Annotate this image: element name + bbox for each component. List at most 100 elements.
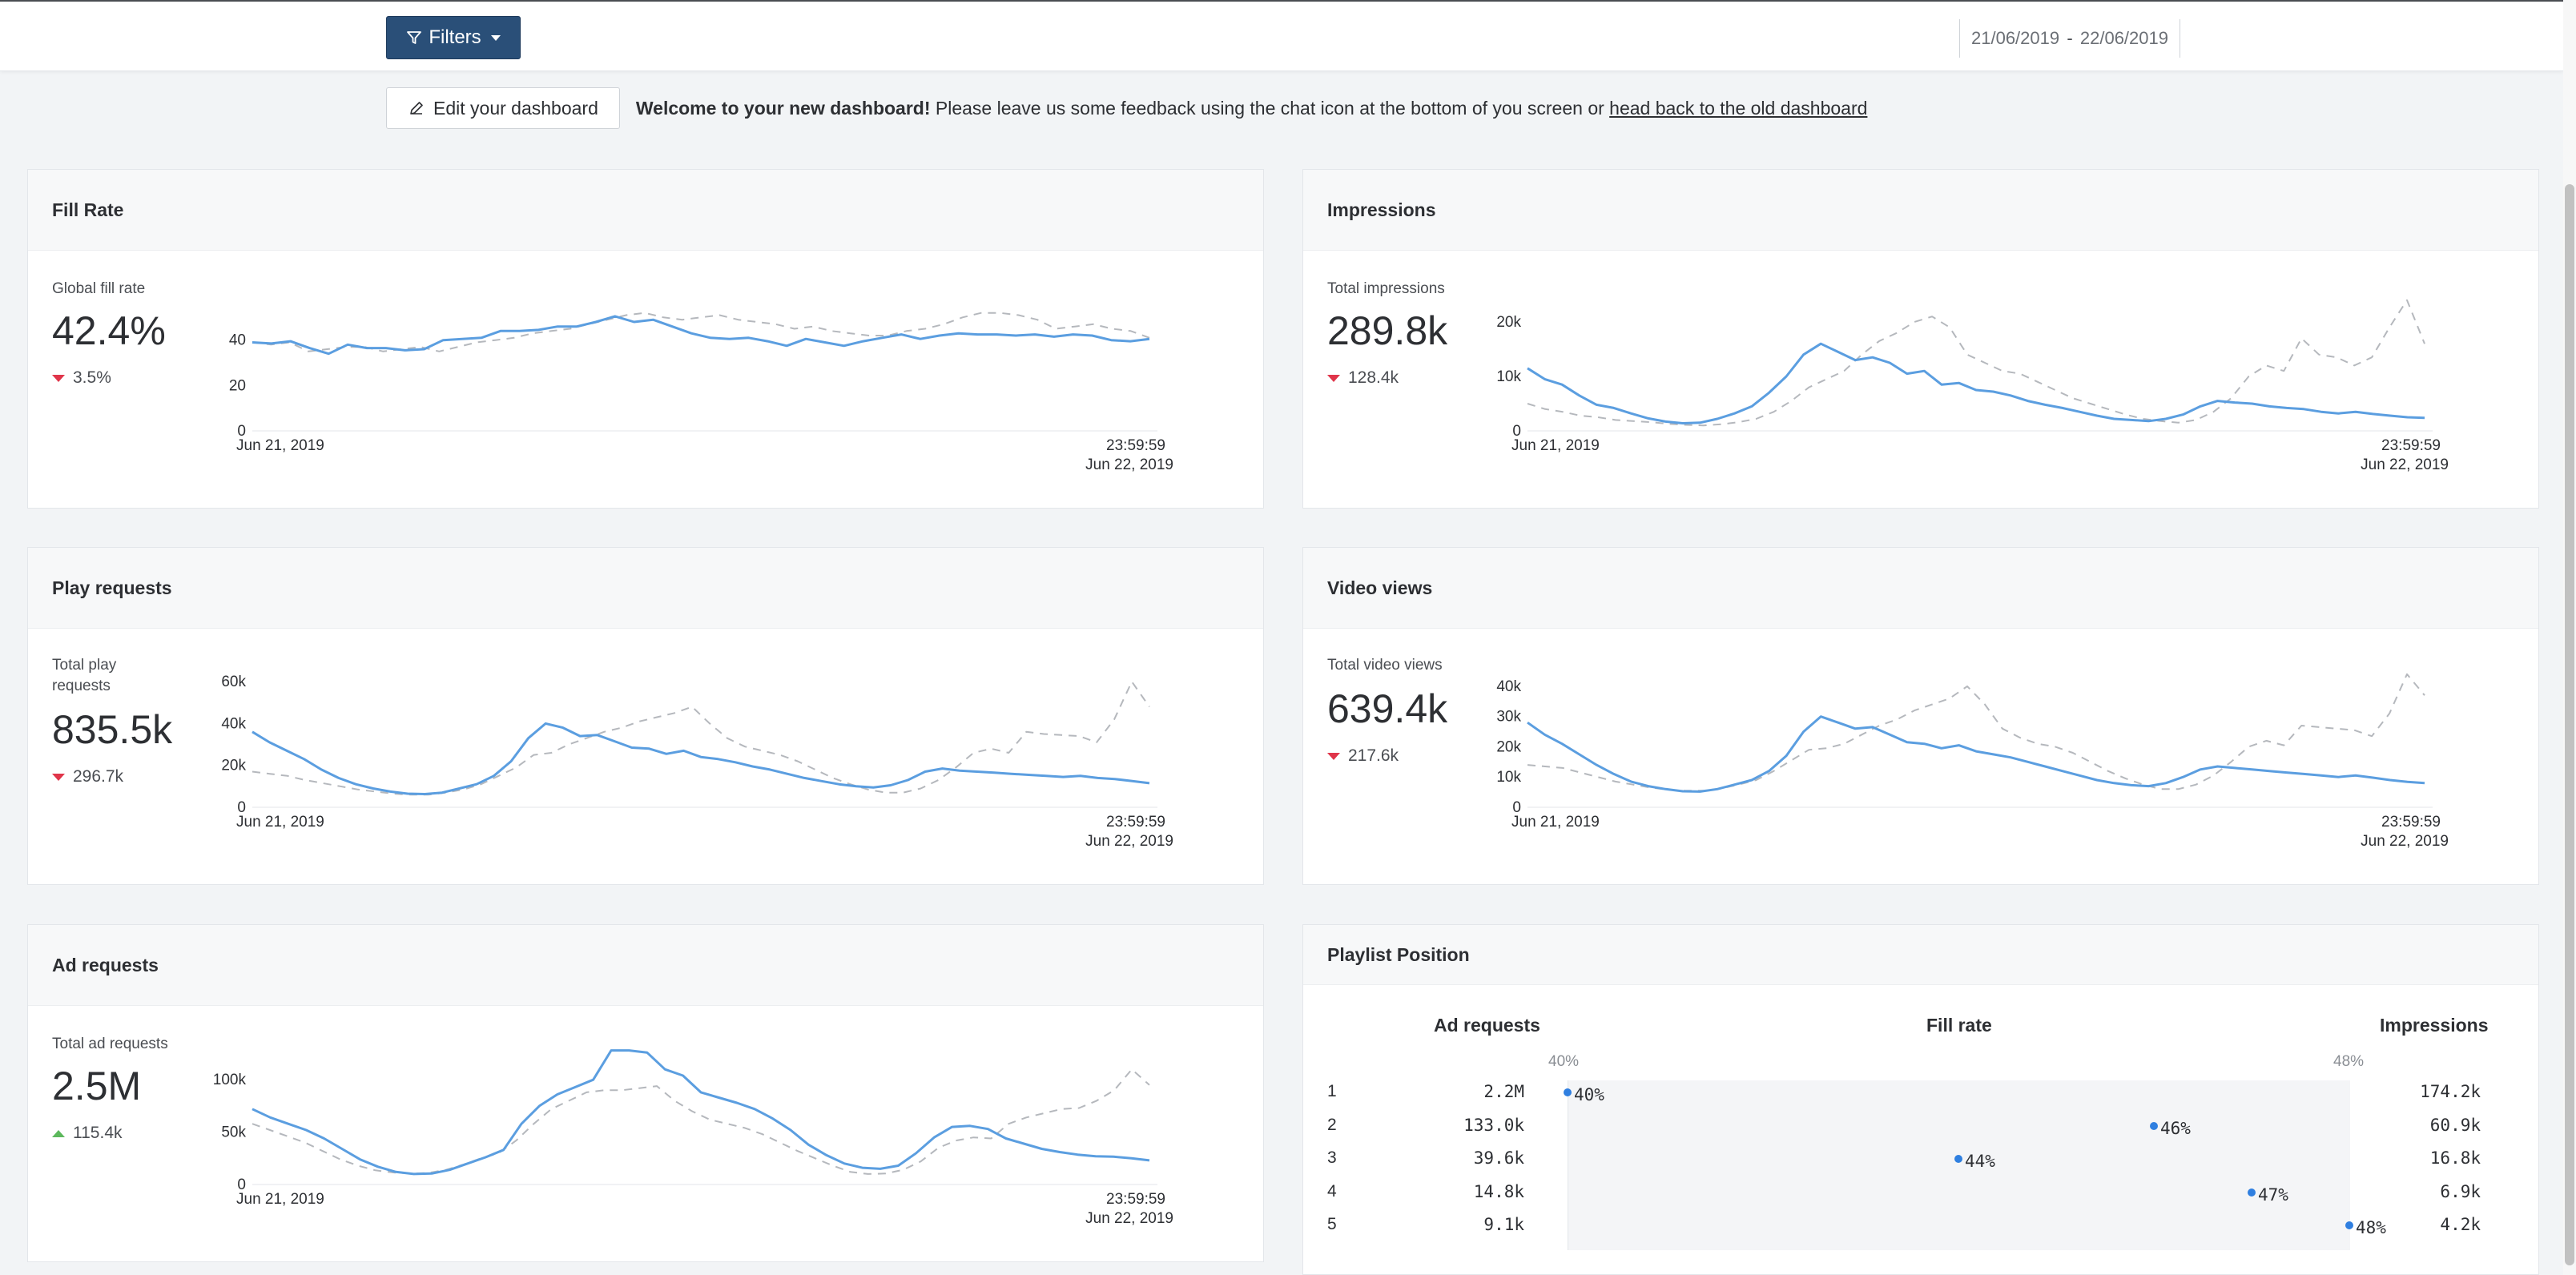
y-tick-label: 10k (1496, 368, 1521, 385)
date-range-picker[interactable]: 21/06/2019 - 22/06/2019 (1959, 19, 2180, 58)
playlist-position-title: Playlist Position (1303, 925, 2538, 985)
fill-rate-plot-area (1568, 1080, 2350, 1250)
edit-dashboard-button[interactable]: Edit your dashboard (386, 87, 620, 129)
play-requests-label: Total play requests (52, 657, 117, 694)
y-tick-label: 40 (229, 332, 246, 349)
col-ad-requests-header: Ad requests (1434, 1015, 1540, 1036)
fill-rate-dot-label: 40% (1574, 1085, 1604, 1104)
current-period-line (1527, 342, 2425, 424)
col-impressions-header: Impressions (2380, 1015, 2489, 1036)
y-tick-label: 20 (229, 377, 246, 394)
previous-period-line (252, 312, 1150, 352)
play-requests-chart: 0 20k 40k 60k Jun 21, 2019 23:59:59 Jun 22, 20… (221, 674, 1173, 850)
x-end-time-label: 23:59:59 (1106, 437, 1165, 454)
current-period-line (252, 722, 1150, 795)
playlist-row-ad-requests: 2.2M (1483, 1082, 1524, 1101)
fill-rate-title: Fill Rate (28, 170, 1263, 251)
ad-requests-change: 115.4k (52, 1124, 123, 1143)
date-separator: - (2067, 28, 2073, 48)
y-tick-label: 60k (221, 674, 246, 690)
impressions-change-value: 128.4k (1348, 368, 1399, 387)
fill-rate-label: Global fill rate (52, 280, 146, 297)
current-period-line (1527, 715, 2425, 793)
old-dashboard-link[interactable]: head back to the old dashboard (1609, 97, 1868, 119)
play-requests-change: 296.7k (52, 767, 123, 786)
x-end-date-label: Jun 22, 2019 (1085, 457, 1173, 473)
fill-rate-chart: 0 20 40 Jun 21, 2019 23:59:59 Jun 22, 2019 (229, 312, 1173, 473)
video-views-title: Video views (1303, 548, 2538, 629)
playlist-row-ad-requests: 39.6k (1473, 1148, 1524, 1168)
date-from[interactable]: 21/06/2019 (1971, 28, 2060, 48)
ad-requests-change-value: 115.4k (73, 1124, 123, 1142)
y-tick-label: 40k (1496, 678, 1521, 695)
current-period-line (252, 315, 1150, 356)
fill-rate-value: 42.4% (52, 308, 166, 353)
top-bar: Filters 21/06/2019 - 22/06/2019 (0, 0, 2563, 71)
playlist-row-position: 1 (1327, 1082, 1337, 1100)
impressions-chart: 0 10k 20k Jun 21, 2019 23:59:59 Jun 22, 2019 (1496, 299, 2449, 473)
fill-rate-dot (1564, 1088, 1572, 1096)
y-tick-label: 20k (1496, 738, 1521, 755)
y-tick-label: 0 (237, 423, 246, 440)
fill-rate-scale-min: 40% (1548, 1053, 1580, 1070)
playlist-row-ad-requests: 14.8k (1473, 1181, 1524, 1201)
fill-rate-scale-max: 48% (2333, 1053, 2365, 1070)
ad-requests-title: Ad requests (28, 925, 1263, 1006)
down-arrow-icon (52, 374, 65, 382)
fill-rate-dot-label: 47% (2258, 1185, 2288, 1205)
previous-period-line (252, 1068, 1150, 1175)
playlist-row-ad-requests: 9.1k (1483, 1215, 1524, 1234)
video-views-change-value: 217.6k (1348, 746, 1399, 765)
y-tick-label: 40k (221, 715, 246, 732)
play-requests-value: 835.5k (52, 707, 173, 752)
y-tick-label: 10k (1496, 769, 1521, 786)
y-tick-label: 0 (237, 1176, 246, 1193)
playlist-row-position: 3 (1327, 1148, 1337, 1167)
y-tick-label: 0 (1512, 423, 1521, 440)
fill-rate-change-value: 3.5% (73, 368, 111, 387)
down-arrow-icon (1327, 374, 1340, 382)
x-start-label: Jun 21, 2019 (236, 1191, 324, 1208)
fill-rate-dot (2248, 1188, 2256, 1197)
playlist-position-card: Playlist Position Ad requests Fill rate … (1302, 924, 2539, 1275)
ad-requests-chart: 0 50k 100k Jun 21, 2019 23:59:59 Jun 22, 2019 (213, 1049, 1173, 1227)
playlist-row-ad-requests: 133.0k (1463, 1115, 1524, 1135)
impressions-title: Impressions (1303, 170, 2538, 251)
x-end-date-label: Jun 22, 2019 (1085, 833, 1173, 850)
playlist-row-impressions: 6.9k (2440, 1181, 2481, 1201)
play-requests-card: Play requests Total play requests 835.5k… (27, 547, 1264, 885)
fill-rate-dot-label: 48% (2356, 1218, 2386, 1237)
playlist-row-impressions: 16.8k (2429, 1148, 2481, 1168)
x-end-date-label: Jun 22, 2019 (2361, 833, 2449, 850)
scrollbar-track[interactable] (2563, 0, 2576, 1275)
scrollbar-thumb[interactable] (2565, 184, 2574, 1265)
y-tick-label: 0 (237, 799, 246, 816)
play-requests-title: Play requests (28, 548, 1263, 629)
current-period-line (252, 1049, 1150, 1176)
col-fill-rate-header: Fill rate (1926, 1015, 1992, 1036)
down-arrow-icon (1327, 752, 1340, 760)
ad-requests-value: 2.5M (52, 1064, 142, 1108)
x-end-time-label: 23:59:59 (1106, 1191, 1165, 1208)
date-to[interactable]: 22/06/2019 (2079, 28, 2168, 48)
edit-dashboard-label: Edit your dashboard (433, 97, 598, 119)
x-end-time-label: 23:59:59 (2381, 814, 2441, 831)
playlist-row-impressions: 60.9k (2429, 1115, 2481, 1135)
impressions-change: 128.4k (1327, 368, 1399, 388)
ad-requests-card: Ad requests Total ad requests 2.5M 115.4… (27, 924, 1264, 1262)
y-tick-label: 30k (1496, 709, 1521, 726)
x-end-time-label: 23:59:59 (2381, 437, 2441, 454)
y-tick-label: 50k (221, 1124, 246, 1141)
down-arrow-icon (52, 773, 65, 781)
ad-requests-label: Total ad requests (52, 1036, 168, 1052)
welcome-bar: Edit your dashboard Welcome to your new … (386, 86, 1867, 130)
filters-button[interactable]: Filters (386, 16, 521, 59)
x-end-date-label: Jun 22, 2019 (2361, 457, 2449, 473)
play-requests-change-value: 296.7k (73, 767, 124, 786)
pencil-icon (410, 102, 423, 115)
previous-period-line (1527, 299, 2425, 427)
x-start-label: Jun 21, 2019 (236, 437, 324, 454)
fill-rate-dot-label: 46% (2160, 1118, 2191, 1138)
video-views-value: 639.4k (1327, 686, 1448, 731)
x-start-label: Jun 21, 2019 (1511, 437, 1600, 454)
